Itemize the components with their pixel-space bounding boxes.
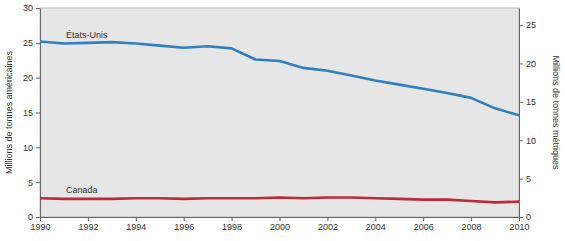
tick-label: 5 — [526, 174, 531, 184]
axis-line — [519, 9, 520, 218]
tick-mark — [519, 217, 523, 218]
y2-axis-title: Millions de tonnes métriques — [551, 55, 561, 170]
series-label: États-Unis — [66, 30, 108, 40]
plot-background — [40, 8, 519, 217]
tick: 5 — [28, 178, 40, 188]
tick-mark — [471, 217, 472, 221]
tick-mark — [36, 147, 40, 148]
series-line — [40, 41, 519, 115]
tick-label: 1996 — [174, 222, 194, 232]
tick-mark — [519, 63, 523, 64]
series-label: Canada — [66, 185, 98, 195]
tick-mark — [36, 8, 40, 9]
tick-label: 10 — [23, 143, 33, 153]
tick-label: 1994 — [126, 222, 146, 232]
tick: 15 — [23, 108, 40, 118]
tick-mark — [36, 43, 40, 44]
y2-axis: 0 5 10 15 20 25 — [519, 9, 536, 223]
tick-label: 2006 — [414, 222, 434, 232]
tick: 1996 — [174, 217, 194, 232]
lines — [40, 41, 519, 202]
tick-mark — [519, 102, 523, 103]
tick-label: 1990 — [30, 222, 50, 232]
tick: 20 — [23, 73, 40, 83]
tick-label: 1992 — [78, 222, 98, 232]
tick: 15 — [519, 97, 536, 107]
tick-mark — [36, 182, 40, 183]
tick: 5 — [519, 174, 531, 184]
tick-label: 2002 — [318, 222, 338, 232]
x-axis: 1990 1992 1994 1996 1998 2000 2002 2004 2006 2008… — [30, 217, 529, 232]
tick-mark — [136, 217, 137, 221]
tick-label: 1998 — [222, 222, 242, 232]
tick: 1992 — [78, 217, 98, 232]
tick: 0 — [28, 212, 40, 222]
tick-mark — [40, 217, 41, 221]
tick: 0 — [519, 212, 531, 222]
tick-label: 20 — [526, 59, 536, 69]
y-axis-title: Millions de tonnes américaines — [4, 50, 14, 174]
y-axis: 0 5 10 15 20 25 30 — [23, 3, 41, 222]
tick-label: 20 — [23, 73, 33, 83]
tick-label: 25 — [23, 38, 33, 48]
tick-mark — [327, 217, 328, 221]
tick-mark — [519, 140, 523, 141]
tick-mark — [232, 217, 233, 221]
tick-label: 0 — [526, 212, 531, 222]
tick: 2008 — [462, 217, 482, 232]
tick: 2002 — [318, 217, 338, 232]
tick: 25 — [519, 20, 536, 30]
tick-label: 15 — [526, 97, 536, 107]
tick: 2004 — [366, 217, 386, 232]
plot: 1990199219941996199820002002200420062008… — [23, 3, 536, 232]
tick-mark — [519, 25, 523, 26]
tick: 2000 — [270, 217, 290, 232]
tick: 1990 — [30, 217, 50, 232]
chart: 1990199219941996199820002002200420062008… — [0, 0, 565, 241]
tick-mark — [88, 217, 89, 221]
tick: 10 — [519, 136, 536, 146]
tick: 1998 — [222, 217, 242, 232]
tick-mark — [375, 217, 376, 221]
tick-label: 10 — [526, 136, 536, 146]
tick-label: 2000 — [270, 222, 290, 232]
series-line — [40, 197, 519, 202]
tick-mark — [423, 217, 424, 221]
tick-label: 2004 — [366, 222, 386, 232]
tick: 2006 — [414, 217, 434, 232]
tick-mark — [184, 217, 185, 221]
tick-label: 0 — [28, 212, 33, 222]
tick-mark — [519, 179, 523, 180]
tick-label: 2010 — [509, 222, 529, 232]
tick-mark — [36, 78, 40, 79]
tick-label: 2008 — [462, 222, 482, 232]
tick: 30 — [23, 3, 40, 13]
tick: 10 — [23, 143, 40, 153]
tick-mark — [280, 217, 281, 221]
tick: 20 — [519, 59, 536, 69]
tick-mark — [36, 113, 40, 114]
tick-label: 30 — [23, 3, 33, 13]
tick-label: 15 — [23, 108, 33, 118]
tick-label: 5 — [28, 178, 33, 188]
tick: 25 — [23, 38, 40, 48]
tick-mark — [36, 217, 40, 218]
axis-line — [40, 9, 41, 218]
series-labels: États-Unis Canada — [66, 30, 108, 195]
tick: 1994 — [126, 217, 146, 232]
tick-label: 25 — [526, 20, 536, 30]
